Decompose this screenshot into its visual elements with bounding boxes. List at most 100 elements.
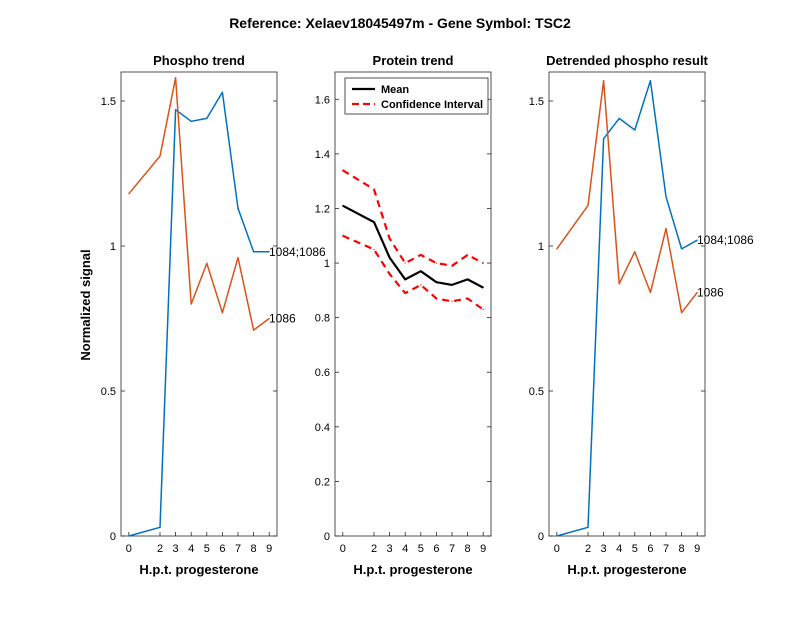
x-tick-label: 0 [554, 543, 560, 555]
y-tick-label: 0 [538, 531, 544, 543]
legend-label: Mean [381, 84, 409, 96]
data-point [435, 297, 437, 300]
data-point [696, 239, 698, 241]
data-point [373, 188, 375, 190]
x-tick-label: 7 [235, 543, 241, 555]
y-tick-label: 1.5 [529, 96, 544, 108]
x-tick-label: 6 [433, 543, 439, 555]
data-point [268, 251, 270, 253]
x-tick-label: 0 [126, 543, 132, 555]
series-line-confidence-interval [342, 169, 484, 267]
series-line-1086 [556, 79, 698, 314]
data-point [373, 221, 375, 223]
data-point [665, 196, 667, 198]
y-tick-label: 0.6 [315, 367, 330, 379]
x-tick-label: 0 [340, 543, 346, 555]
data-point [237, 207, 239, 209]
data-point [342, 169, 344, 171]
panel-protein-trend: Protein trend H.p.t. progesterone 0 0.2 0.… [315, 53, 492, 577]
x-tick-label: 4 [188, 543, 194, 555]
y-tick-label: 1 [110, 241, 116, 253]
y-tick-label: 0.2 [315, 476, 330, 488]
data-point [587, 204, 589, 206]
x-tick-label: 5 [632, 543, 638, 555]
x-tick-label: 3 [387, 543, 393, 555]
data-point [665, 228, 667, 230]
x-tick-label: 2 [585, 543, 591, 555]
data-point [420, 270, 422, 272]
series-end-label: 1084;1086 [697, 233, 754, 247]
y-axis-label: Normalized signal [78, 249, 93, 360]
data-point [634, 251, 636, 253]
data-point [389, 257, 391, 259]
legend-box [344, 77, 489, 115]
series-line-mean [342, 204, 484, 289]
x-tick-label: 4 [616, 543, 622, 555]
x-tick-label: 8 [465, 543, 471, 555]
x-axis-label: H.p.t. progesterone [139, 562, 258, 577]
x-tick-label: 9 [694, 543, 700, 555]
x-tick-label: 9 [480, 543, 486, 555]
series-line-1084-1086 [128, 91, 270, 537]
data-point [451, 265, 453, 267]
data-point [342, 235, 344, 237]
data-point [159, 526, 161, 528]
data-point [482, 308, 484, 311]
x-axis-label: H.p.t. progesterone [353, 562, 472, 577]
data-point [556, 535, 558, 537]
x-tick-label: 3 [601, 543, 607, 555]
series-line-1086 [128, 77, 270, 331]
y-tick-label: 0.4 [315, 422, 330, 434]
data-point [221, 312, 223, 314]
data-point [268, 317, 270, 320]
x-tick-label: 5 [418, 543, 424, 555]
y-tick-label: 0 [324, 531, 330, 543]
data-point [435, 262, 437, 264]
data-point [389, 237, 391, 240]
x-tick-label: 7 [663, 543, 669, 555]
x-tick-label: 2 [157, 543, 163, 555]
series-line-1084-1086 [556, 79, 698, 537]
data-point [618, 117, 620, 119]
data-point [237, 257, 239, 259]
data-point [603, 138, 605, 140]
axes-box [120, 71, 278, 537]
x-tick-label: 2 [371, 543, 377, 555]
data-point [451, 300, 453, 302]
data-point [404, 292, 406, 294]
data-point [587, 526, 589, 528]
data-point [128, 193, 130, 195]
data-point [389, 273, 391, 275]
data-point [696, 291, 698, 293]
axes-box [548, 71, 706, 537]
axes-box [334, 71, 492, 537]
data-point [221, 91, 223, 93]
data-point [253, 329, 255, 331]
series-end-label: 1086 [269, 312, 296, 326]
data-point [467, 254, 469, 256]
data-point [420, 254, 422, 256]
y-tick-label: 1.6 [315, 94, 330, 106]
data-point [649, 291, 652, 293]
x-tick-label: 8 [679, 543, 685, 555]
y-tick-label: 0.5 [529, 386, 544, 398]
data-point [206, 262, 208, 264]
data-point [467, 278, 469, 281]
panel-phospho-trend: Phospho trend H.p.t. progesterone 0 0.5 1 1… [101, 53, 326, 577]
y-tick-label: 1 [538, 241, 544, 253]
y-tick-label: 0.8 [315, 313, 330, 325]
data-point [634, 129, 636, 131]
data-point [649, 80, 652, 82]
x-tick-label: 9 [266, 543, 272, 555]
series-end-label: 1084;1086 [269, 245, 326, 259]
x-tick-label: 4 [402, 543, 408, 555]
data-point [467, 297, 469, 300]
data-point [435, 281, 437, 283]
data-point [128, 535, 130, 537]
y-tick-label: 0.5 [101, 386, 116, 398]
series-end-label: 1086 [697, 285, 724, 299]
data-point [681, 248, 683, 250]
y-tick-label: 1 [324, 258, 330, 270]
data-point [618, 283, 620, 285]
x-tick-label: 5 [204, 543, 210, 555]
